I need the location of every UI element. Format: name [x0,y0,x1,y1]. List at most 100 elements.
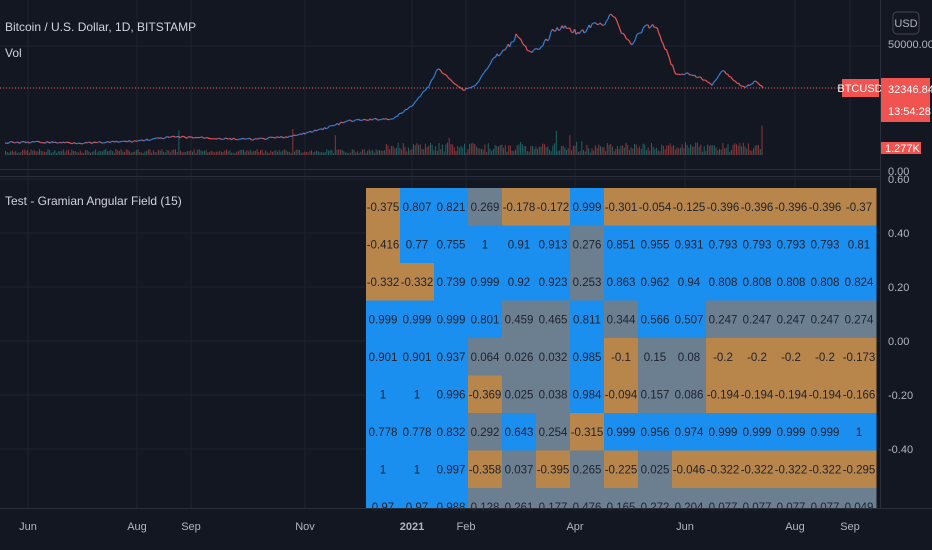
volume-bar [725,147,727,155]
price-segment [434,71,437,76]
price-segment [249,137,252,141]
last-price-value: 32346.84 [888,84,932,96]
gaf-cell-value: -0.396 [775,202,808,214]
price-segment [735,80,738,84]
volume-bar [737,145,739,155]
volume-bar [10,151,12,155]
volume-bar [492,148,494,155]
gaf-cell-value: 0.077 [709,502,738,514]
volume-bar [203,150,205,155]
price-segment [574,28,577,35]
gaf-cell [570,375,605,413]
price-segment [7,141,11,144]
volume-bar [475,146,477,155]
volume-bar [623,147,625,155]
volume-bar [166,150,168,155]
gaf-cell [706,225,741,263]
gaf-cell-value: 0.269 [471,202,500,214]
gaf-cell [774,338,809,376]
price-segment [199,136,202,139]
volume-bar [380,150,382,155]
price-segment [528,50,531,53]
volume-bar [452,144,454,155]
volume-bar [35,151,37,155]
price-segment [446,75,450,79]
gaf-cell [536,300,571,338]
gaf-cell-value: 0.999 [811,427,840,439]
volume-bar [180,150,182,155]
price-segment [721,70,724,73]
time-axis-label: 2021 [400,521,424,533]
volume-bar [321,152,323,155]
gaf-cell-value: 0.801 [471,314,500,326]
volume-bar [151,152,153,155]
volume-bar [540,146,542,155]
volume-bar [375,149,377,155]
symbol-title[interactable]: Bitcoin / U.S. Dollar, 1D, BITSTAMP [5,20,196,34]
volume-bar [668,145,669,155]
volume-bar [348,153,350,155]
gaf-cell [366,375,401,413]
price-segment [11,141,14,143]
gaf-cell-value: 0.999 [743,427,772,439]
gaf-cell [706,263,741,301]
volume-bar [263,152,265,155]
price-segment [442,72,445,75]
price-segment [392,117,395,120]
volume-bar [453,147,455,155]
gaf-cell [740,338,775,376]
gaf-cell [672,488,707,508]
gaf-cell-value: -0.166 [843,389,876,401]
volume-bar [719,148,720,155]
price-segment [403,109,407,112]
price-segment [141,139,144,142]
gaf-cell-value: 0.032 [539,352,568,364]
gaf-cell-value: 0.272 [641,502,670,514]
volume-bar [195,153,197,155]
currency-button[interactable]: USD [892,11,920,35]
price-segment [501,49,504,53]
volume-bar [93,151,95,155]
volume-bar [647,147,649,155]
gaf-cell-value: 0.97 [406,502,428,514]
price-segment [77,142,80,145]
volume-bar [336,149,338,155]
price-segment [114,140,117,143]
volume-bar [571,150,573,155]
gaf-cell-value: 0.037 [505,464,534,476]
price-segment [304,132,308,135]
gaf-cell-value: 0.165 [607,502,636,514]
gaf-cell-value: -0.396 [707,202,740,214]
volume-bar [676,147,678,155]
volume-bar [215,151,217,155]
price-segment [349,119,353,122]
volume-bar [139,152,141,155]
volume-bar [328,150,329,155]
volume-bar [154,151,156,155]
volume-bar [81,152,83,155]
volume-bar [115,149,117,155]
indicator-title[interactable]: Test - Gramian Angular Field (15) [5,194,182,208]
volume-bar [52,152,54,155]
volume-bar [579,150,581,155]
volume-bar [105,149,107,155]
volume-bar [390,145,392,155]
volume-legend[interactable]: Vol [5,46,22,60]
gaf-cell-value: 0.08 [678,352,700,364]
volume-bar [489,148,491,155]
price-segment [569,28,573,33]
gaf-cell [808,375,843,413]
price-segment [605,19,609,22]
volume-bar [219,150,221,155]
price-segment [178,136,181,139]
volume-bar [280,151,282,155]
gaf-cell-value: -0.094 [605,389,638,401]
price-segment [640,28,644,34]
gaf-cell [570,488,605,508]
volume-bar [22,150,23,155]
volume-bar [27,149,29,155]
price-segment [423,89,426,92]
gaf-cell [706,488,741,508]
price-segment [45,141,48,144]
gaf-cell [400,188,435,226]
